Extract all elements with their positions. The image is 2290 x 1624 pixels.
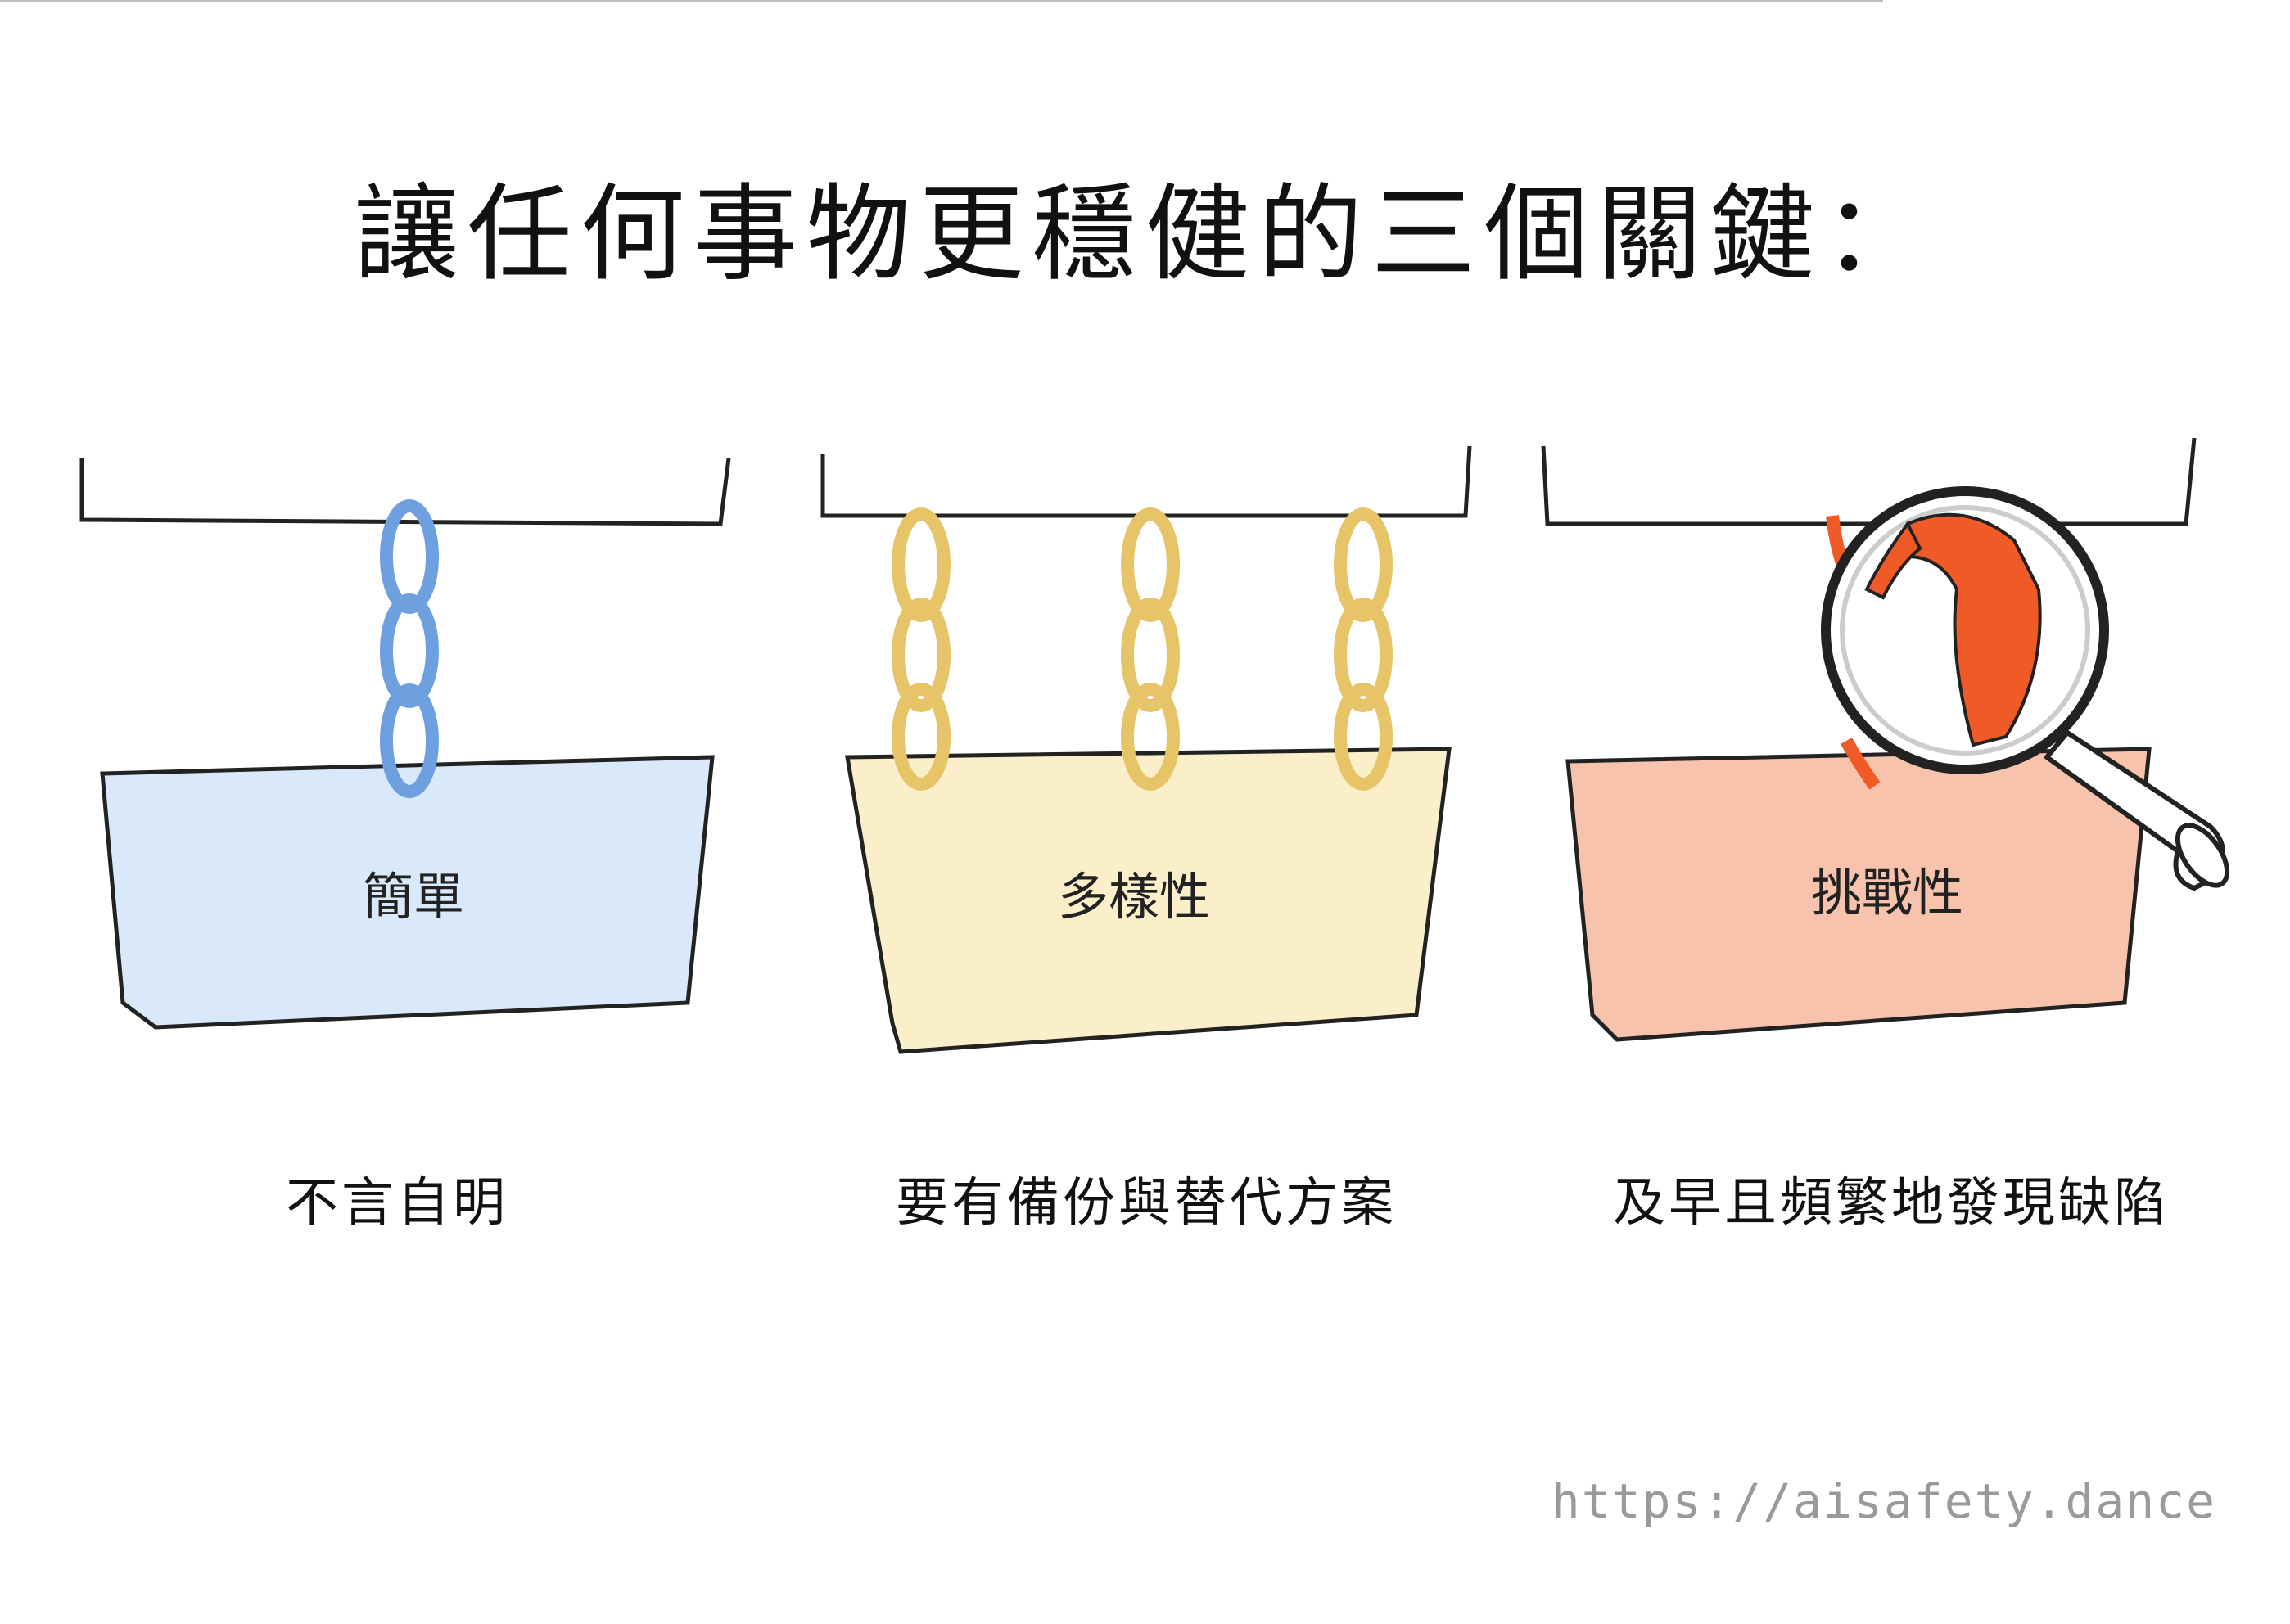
- source-url: https://aisafety.dance: [1551, 1473, 2216, 1529]
- box-label-simple: 簡單: [362, 867, 464, 927]
- box-simple: [100, 755, 715, 1030]
- box-diversity: [845, 747, 1452, 1054]
- ceiling-beam-2: [820, 445, 1472, 518]
- box-label-challenge: 挑戰性: [1810, 863, 1963, 923]
- ceiling-beam-3: [1541, 437, 2197, 526]
- chain-simple: [380, 499, 439, 798]
- top-rule: [0, 0, 1883, 2]
- caption-simple: 不言自明: [286, 1173, 508, 1234]
- panel-challenge: [1541, 437, 2230, 1042]
- chains-diversity: [892, 508, 1393, 791]
- magnifier-icon: [1821, 486, 2230, 891]
- panel-simple: [79, 458, 731, 1030]
- page-title: 讓任何事物更穩健的三個關鍵：: [354, 174, 1936, 295]
- caption-challenge: 及早且頻繁地發現缺陷: [1613, 1173, 2170, 1234]
- caption-diversity: 要有備份與替代方案: [896, 1173, 1397, 1234]
- ceiling-beam-1: [79, 458, 731, 526]
- box-label-diversity: 多樣性: [1057, 867, 1210, 927]
- panel-diversity: [820, 445, 1472, 1054]
